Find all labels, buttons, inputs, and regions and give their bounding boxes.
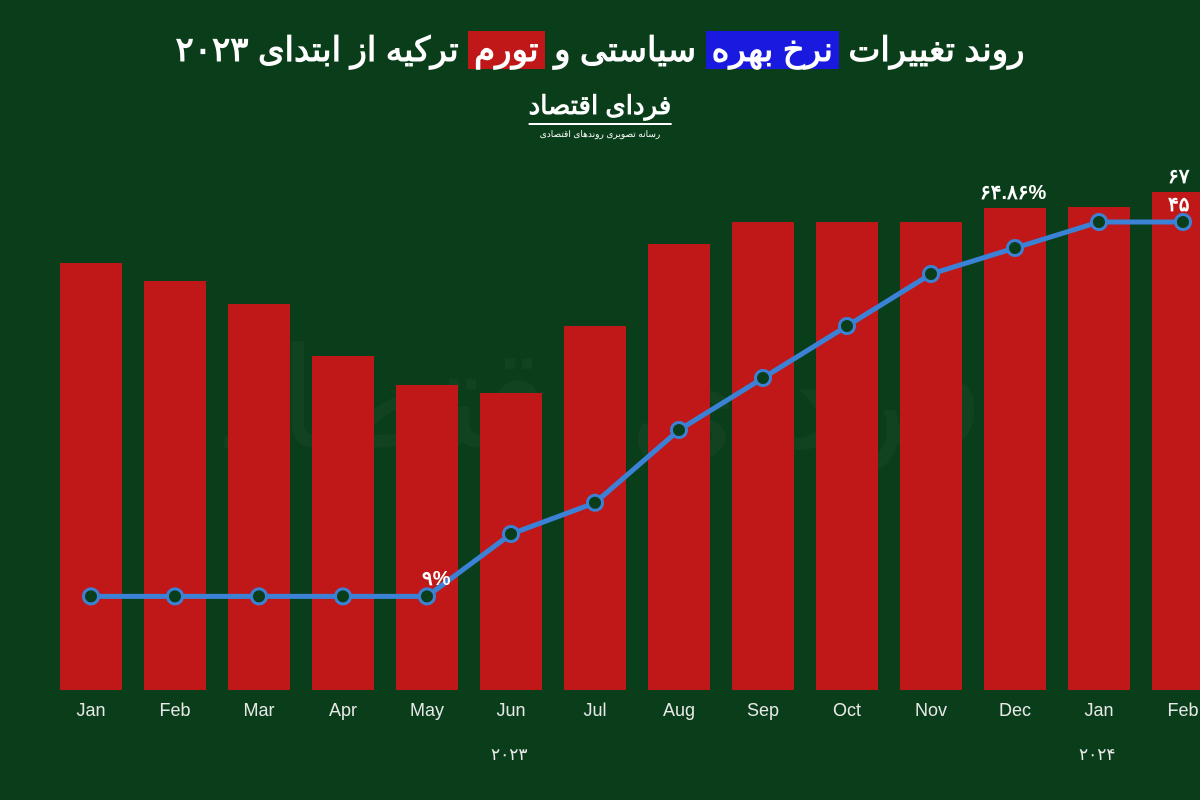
year-label: ۲۰۲۴: [1079, 745, 1116, 765]
x-axis-label: Mar: [224, 700, 294, 721]
data-annotation: ۴۵: [1168, 192, 1189, 217]
x-axis-label: May: [392, 700, 462, 721]
data-annotation: ۶۴.۸۶%: [980, 180, 1046, 205]
x-axis-label: Aug: [644, 700, 714, 721]
logo-main: فردای اقتصاد: [529, 90, 672, 121]
publisher-logo: فردای اقتصاد رسانه تصویری روندهای اقتصاد…: [529, 90, 672, 140]
title-pre: روند تغییرات: [839, 31, 1025, 69]
x-axis-label: Jan: [56, 700, 126, 721]
x-axis-label: Oct: [812, 700, 882, 721]
line-series: [40, 170, 1200, 690]
data-annotation: ۶۷: [1168, 164, 1189, 189]
x-axis-label: Jan: [1064, 700, 1134, 721]
title-post: ترکیه از ابتدای ۲۰۲۳: [175, 31, 468, 69]
x-axis-label: Jun: [476, 700, 546, 721]
x-axis-label: Sep: [728, 700, 798, 721]
x-axis-label: Apr: [308, 700, 378, 721]
title-highlight-rate: نرخ بهره: [706, 31, 839, 69]
title-mid: سیاستی و: [545, 31, 706, 69]
x-axis-label: Feb: [140, 700, 210, 721]
year-label: ۲۰۲۳: [491, 745, 528, 765]
chart-title: روند تغییرات نرخ بهره سیاستی و تورم ترکی…: [0, 30, 1200, 70]
x-axis-label: Feb: [1148, 700, 1200, 721]
logo-sub: رسانه تصویری روندهای اقتصادی: [529, 123, 672, 140]
x-axis-label: Nov: [896, 700, 966, 721]
data-annotation: ۹%: [422, 566, 451, 591]
x-axis-label: Dec: [980, 700, 1050, 721]
x-axis-label: Jul: [560, 700, 630, 721]
title-highlight-inflation: تورم: [468, 31, 545, 69]
